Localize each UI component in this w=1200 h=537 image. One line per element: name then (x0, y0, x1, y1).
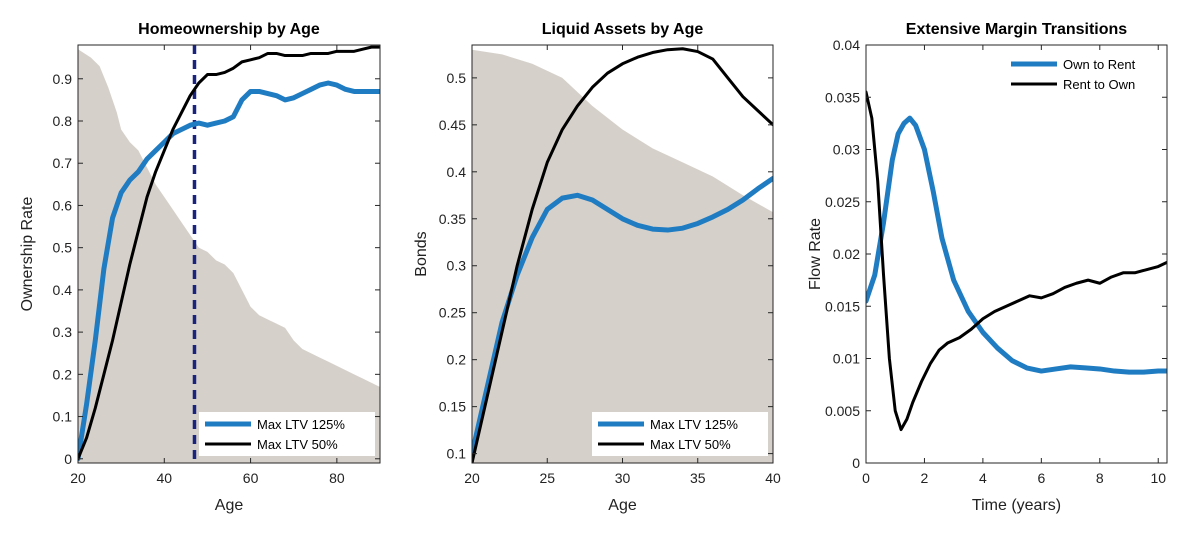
legend-label-2: Max LTV 50% (257, 437, 338, 452)
y-tick-label: 0 (64, 451, 72, 467)
x-axis-label: Age (608, 497, 637, 514)
y-tick-label: 0.015 (825, 298, 860, 314)
legend-label-1: Max LTV 125% (257, 417, 345, 432)
y-tick-label: 0.04 (833, 37, 860, 53)
y-tick-label: 0.025 (825, 194, 860, 210)
x-tick-label: 60 (243, 470, 259, 486)
y-tick-label: 0.03 (833, 142, 860, 158)
x-tick-label: 30 (615, 470, 631, 486)
y-tick-label: 0.1 (447, 446, 467, 462)
y-tick-label: 0.01 (833, 351, 860, 367)
x-axis-label: Age (215, 497, 244, 514)
series-line-2 (78, 45, 380, 461)
chart-title: Liquid Assets by Age (542, 21, 704, 38)
y-tick-label: 0.6 (53, 197, 73, 213)
plot-frame (77, 44, 381, 464)
series-line-2 (472, 47, 773, 463)
legend-label-2: Max LTV 50% (650, 437, 731, 452)
y-tick-label: 0.7 (53, 155, 73, 171)
x-tick-label: 4 (979, 470, 987, 486)
legend-label-1: Own to Rent (1063, 57, 1136, 72)
background-area (78, 49, 380, 463)
x-tick-label: 40 (156, 470, 172, 486)
y-tick-label: 0.005 (825, 403, 860, 419)
legend-label-2: Rent to Own (1063, 77, 1135, 92)
background-area (472, 49, 773, 463)
x-tick-label: 25 (539, 470, 555, 486)
x-tick-label: 40 (765, 470, 781, 486)
y-tick-label: 0.8 (53, 113, 73, 129)
y-tick-label: 0.035 (825, 89, 860, 105)
plot-frame (865, 44, 1168, 464)
x-tick-label: 10 (1150, 470, 1166, 486)
panel-liquid-assets-by-age: 20 25 30 35 40 0.1 0.15 0.2 0.25 0.3 0.35 0.4 0.45 0.… (413, 21, 781, 514)
y-tick-label: 0.3 (53, 324, 73, 340)
x-tick-label: 35 (690, 470, 706, 486)
y-axis-label: Flow Rate (807, 218, 824, 290)
y-axis-label: Bonds (413, 231, 430, 276)
chart-title: Extensive Margin Transitions (906, 21, 1128, 38)
legend-box (1005, 52, 1163, 96)
y-tick-label: 0.5 (447, 70, 467, 86)
x-tick-label: 0 (862, 470, 870, 486)
y-tick-label: 0.25 (439, 305, 466, 321)
panel-homeownership-by-age: 20 40 60 80 0 0.1 0.2 0.3 0.4 0.5 0.6 0.7 0.8 0.9 Home… (19, 21, 381, 514)
y-tick-label: 0.35 (439, 211, 466, 227)
y-tick-label: 0 (852, 455, 860, 471)
legend-label-1: Max LTV 125% (650, 417, 738, 432)
y-tick-label: 0.2 (53, 366, 73, 382)
x-tick-label: 6 (1037, 470, 1045, 486)
series-line-1 (866, 115, 1167, 375)
x-tick-label: 2 (921, 470, 929, 486)
series-line-1 (78, 80, 380, 462)
y-tick-label: 0.3 (447, 258, 467, 274)
y-tick-label: 0.9 (53, 71, 73, 87)
x-axis-label: Time (years) (972, 497, 1061, 514)
y-tick-label: 0.15 (439, 399, 466, 415)
y-tick-label: 0.5 (53, 240, 73, 256)
y-tick-label: 0.1 (53, 409, 73, 425)
x-tick-label: 80 (329, 470, 345, 486)
y-tick-label: 0.02 (833, 246, 860, 262)
y-tick-label: 0.4 (447, 164, 467, 180)
y-tick-label: 0.2 (447, 352, 467, 368)
y-tick-label: 0.4 (53, 282, 73, 298)
series-line-1 (472, 175, 773, 457)
x-tick-label: 20 (464, 470, 480, 486)
chart-title: Homeownership by Age (138, 21, 320, 38)
legend-box (199, 412, 375, 456)
y-axis-label: Ownership Rate (19, 197, 36, 312)
y-tick-label: 0.45 (439, 117, 466, 133)
panel-extensive-margin-transitions: 0 2 4 6 8 10 0 0.005 0.01 0.015 0.02 0.025 0.03 0.035… (807, 21, 1168, 514)
series-line-2 (866, 90, 1167, 432)
legend-box (592, 412, 768, 456)
x-tick-label: 8 (1096, 470, 1104, 486)
x-tick-label: 20 (70, 470, 86, 486)
